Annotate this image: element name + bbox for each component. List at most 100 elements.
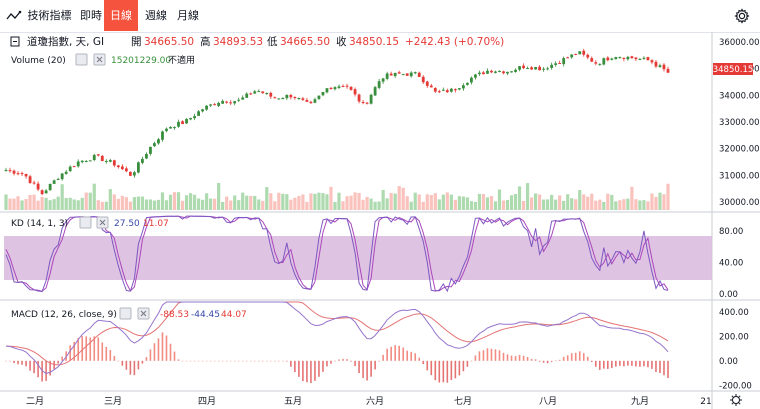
candle-body [189, 117, 192, 120]
macd-hist-bar [121, 360, 124, 366]
volume-bar [144, 199, 149, 210]
candle-body [470, 77, 473, 83]
macd-label[interactable]: MACD (12, 26, close, 9) [11, 310, 117, 320]
axis-settings-button[interactable] [730, 394, 742, 406]
volume-bar [88, 192, 92, 210]
tab-daily[interactable]: 日線 [104, 0, 138, 31]
candle-body [345, 85, 349, 87]
candle-body [566, 57, 570, 59]
macd-hist-bar [470, 360, 473, 362]
volume-settings-icon[interactable] [75, 53, 88, 66]
macd-hist-bar [502, 352, 505, 361]
candle-body [526, 68, 529, 70]
top-toolbar: 技術指標 即時 日線 週線 月線 [0, 0, 760, 33]
volume-bar [293, 197, 297, 210]
volume-bar [521, 200, 526, 210]
symbol-label[interactable]: 道瓊指數, 天, GI [27, 35, 104, 48]
candle-body [100, 155, 104, 162]
candle-body [297, 97, 301, 99]
volume-na: 不適用 [168, 54, 195, 66]
macd-hist-bar [354, 360, 356, 367]
candle-body [546, 68, 550, 70]
candle-body [84, 160, 88, 162]
volume-bar [209, 198, 213, 210]
indicators-button[interactable]: 技術指標 [6, 0, 72, 31]
candle-body [193, 116, 196, 119]
candle-body [365, 102, 369, 104]
volume-bar [60, 184, 64, 210]
candle-body [24, 173, 28, 177]
open-value: 34665.50 [144, 36, 194, 48]
volume-bar [586, 196, 590, 210]
close-value: 34850.15 [349, 36, 399, 48]
macd-hist-bar [574, 352, 577, 361]
x-axis-label: 21 [700, 397, 711, 407]
candle-body [614, 57, 618, 60]
volume-label[interactable]: Volume (20) [11, 56, 66, 66]
volume-bar [136, 196, 140, 210]
macd-hist-bar [322, 360, 324, 372]
x-axis-label: 七月 [454, 396, 472, 407]
macd-hist-bar [466, 360, 469, 367]
candle-body [510, 71, 513, 73]
macd-legend: MACD (12, 26, close, 9) -88.53 -44.45 44… [11, 307, 247, 320]
candle-body [377, 81, 381, 88]
candle-body [610, 58, 614, 60]
candle-body [28, 176, 32, 183]
macd-hist-bar [77, 337, 80, 361]
candle-body [185, 118, 188, 124]
settings-button[interactable] [734, 0, 750, 31]
candle-body [88, 160, 92, 162]
volume-bar [120, 195, 124, 210]
macd-hist-bar [29, 360, 31, 371]
volume-bar [393, 193, 397, 210]
candle-body [441, 89, 445, 91]
volume-bar [650, 193, 654, 210]
volume-bar [229, 200, 233, 210]
volume-bar [417, 194, 421, 210]
candle-body [4, 170, 8, 172]
volume-bar [241, 192, 245, 210]
macd-hist-bar [306, 360, 308, 383]
candle-body [341, 86, 345, 88]
volume-legend: Volume (20) 15201229.00 不適用 [11, 53, 195, 66]
volume-bar [341, 201, 345, 210]
volume-bar [598, 199, 602, 210]
kd-d-value: 11.07 [143, 219, 169, 229]
macd-hist-bar [554, 360, 557, 361]
volume-bar [401, 187, 405, 210]
macd-hist-bar [197, 360, 200, 362]
low-label: 低 [267, 35, 278, 48]
tab-weekly[interactable]: 週線 [145, 9, 167, 22]
candle-body [64, 171, 68, 174]
candle-body [233, 101, 237, 104]
volume-bar [453, 199, 457, 210]
change-value: +242.43 (+0.70%) [405, 36, 504, 48]
kd-settings-icon[interactable] [79, 216, 92, 229]
volume-bar [497, 189, 502, 210]
kd-label[interactable]: KD (14, 1, 3) [11, 219, 68, 229]
candle-body [245, 93, 249, 98]
macd-hist-bar [462, 360, 465, 372]
price-candles [4, 48, 670, 196]
volume-bar [461, 196, 465, 210]
candle-body [373, 87, 377, 96]
macd-hist-bar [382, 354, 384, 361]
volume-bar [413, 192, 417, 210]
collapse-icon[interactable] [10, 36, 20, 47]
volume-bar [188, 193, 193, 210]
macd-hist-bar [81, 336, 84, 361]
tab-monthly[interactable]: 月線 [177, 9, 199, 22]
macd-hist-bar [558, 359, 561, 361]
macd-settings-icon[interactable] [119, 307, 132, 320]
chart-canvas[interactable]: 30000.00 31000.00 32000.00 33000.00 34000.00… [0, 32, 760, 409]
volume-bar [237, 200, 241, 210]
candle-body [301, 98, 305, 100]
volume-bar [297, 195, 301, 210]
macd-hist-bar [486, 348, 489, 361]
x-axis-label: 六月 [366, 395, 384, 407]
tab-realtime[interactable]: 即時 [80, 9, 102, 22]
candle-body [221, 100, 225, 104]
macd-axis-label: -200.00 [719, 381, 752, 391]
volume-bar [8, 198, 12, 210]
